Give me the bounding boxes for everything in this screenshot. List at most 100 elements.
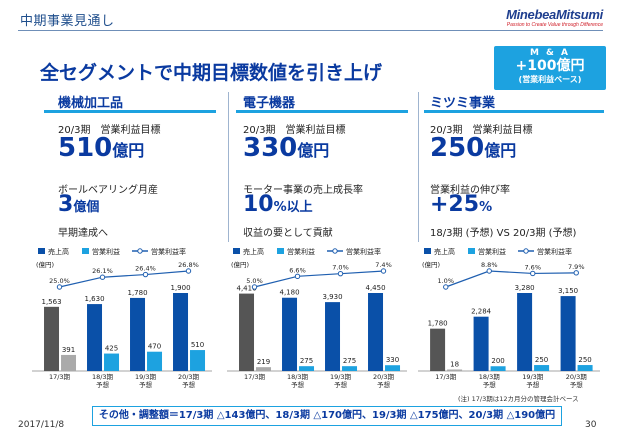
legend-marker-margin xyxy=(523,248,529,254)
segment-value-target: 250億円 xyxy=(430,133,517,163)
chart-unit-label: (億円) xyxy=(231,260,249,269)
ma-callout-value: +100億円 xyxy=(515,58,585,74)
bar-sales xyxy=(560,296,576,371)
legend-marker-margin xyxy=(332,248,338,254)
adjustment-note: その他・調整額＝17/3期 △143億円、18/3期 △170億円、19/3期 … xyxy=(92,406,562,426)
data-label-sales: 1,780 xyxy=(127,289,147,297)
x-tick-label: 19/3期 xyxy=(522,373,544,381)
margin-line xyxy=(254,270,384,288)
bar-profit xyxy=(385,365,401,371)
data-label-sales: 1,780 xyxy=(428,320,448,328)
legend-label: 売上高 xyxy=(243,247,264,256)
data-label-margin: 6.6% xyxy=(289,266,306,274)
x-tick-label: 17/3期 xyxy=(435,373,457,381)
x-tick-label: 予想 xyxy=(96,380,110,389)
bar-sales xyxy=(430,328,446,371)
x-tick-label: 17/3期 xyxy=(49,373,71,381)
data-label-margin: 26.4% xyxy=(135,265,156,273)
margin-point xyxy=(380,268,387,274)
segment-value-kpi: 10%以上 xyxy=(243,192,313,217)
margin-point xyxy=(486,268,492,274)
data-label-margin: 5.0% xyxy=(246,277,263,285)
company-logo: MinebeaMitsumi Passion to Create Value t… xyxy=(506,7,603,28)
page-number: 30 xyxy=(585,420,597,430)
data-label-sales: 3,280 xyxy=(515,284,535,292)
segment-title-electronic: 電子機器 xyxy=(243,96,296,111)
data-label-sales: 1,900 xyxy=(170,284,190,292)
ma-callout-heading: M & A xyxy=(529,48,571,58)
data-label-profit: 275 xyxy=(300,357,313,365)
segment-label-kpi: モーター事業の売上成長率 xyxy=(243,185,363,196)
data-label-profit: 425 xyxy=(105,345,118,353)
data-label-profit: 219 xyxy=(257,358,270,366)
segment-value-target: 330億円 xyxy=(243,133,330,163)
bar-sales xyxy=(473,316,489,371)
segment-underline xyxy=(44,110,216,113)
bar-sales xyxy=(173,293,189,371)
bar-sales xyxy=(87,304,103,371)
legend-label: 営業利益率 xyxy=(346,247,381,256)
logo-wordmark: MinebeaMitsumi xyxy=(506,7,603,22)
legend-marker-margin xyxy=(137,248,143,254)
legend-label: 営業利益率 xyxy=(151,247,186,256)
x-tick-label: 予想 xyxy=(483,380,497,389)
margin-point xyxy=(294,273,301,280)
x-tick-label: 予想 xyxy=(182,380,196,389)
data-label-sales: 3,150 xyxy=(558,287,578,295)
data-label-profit: 200 xyxy=(491,357,504,365)
bar-profit xyxy=(342,366,358,371)
segment-label-target: 20/3期 営業利益目標 xyxy=(58,125,161,136)
x-tick-label: 18/3期 xyxy=(287,373,309,381)
chart-electronic: 売上高 営業利益 営業利益率 (億円) 4,416 219 17/3期 4,180 275 18/… xyxy=(223,243,411,391)
segment-note: 18/3期 (予想) VS 20/3期 (予想) xyxy=(430,228,577,239)
margin-point xyxy=(337,270,344,277)
margin-point xyxy=(530,270,536,277)
data-label-margin: 26.8% xyxy=(178,261,199,269)
x-tick-label: 予想 xyxy=(526,380,540,389)
ma-callout-box: M & A +100億円 (営業利益ベース) xyxy=(494,46,606,90)
bar-sales xyxy=(325,302,341,371)
bar-profit xyxy=(534,365,550,371)
data-label-margin: 7.4% xyxy=(375,261,392,269)
x-tick-label: 20/3期 xyxy=(566,373,588,381)
x-tick-label: 予想 xyxy=(377,380,391,389)
legend-label: 売上高 xyxy=(434,247,455,256)
bar-sales xyxy=(239,293,255,371)
data-label-profit: 510 xyxy=(191,341,204,349)
margin-point xyxy=(185,268,192,274)
data-label-sales: 1,563 xyxy=(41,298,61,306)
ma-callout-note: (営業利益ベース) xyxy=(518,75,582,84)
data-label-margin: 7.0% xyxy=(332,264,349,272)
segment-title-machined: 機械加工品 xyxy=(58,96,124,111)
data-label-sales: 1,630 xyxy=(84,295,104,303)
margin-point xyxy=(573,270,579,276)
bar-profit xyxy=(61,354,77,371)
legend-label: 営業利益 xyxy=(478,247,506,256)
chart-unit-label: (億円) xyxy=(422,260,440,269)
bar-sales xyxy=(282,297,298,371)
x-tick-label: 19/3期 xyxy=(135,373,157,381)
bar-sales xyxy=(368,293,384,371)
data-label-margin: 25.0% xyxy=(49,277,70,285)
x-tick-label: 18/3期 xyxy=(92,373,114,381)
x-tick-label: 20/3期 xyxy=(373,373,395,381)
x-tick-label: 18/3期 xyxy=(479,373,501,381)
x-tick-label: 予想 xyxy=(570,380,584,389)
bar-sales xyxy=(130,297,146,371)
bar-sales xyxy=(44,306,60,371)
legend-swatch-sales xyxy=(233,248,240,254)
data-label-profit: 250 xyxy=(578,356,591,364)
legend-swatch-profit xyxy=(468,248,475,254)
segment-note: 早期達成へ xyxy=(58,228,108,239)
segment-value-target: 510億円 xyxy=(58,133,145,163)
segment-divider xyxy=(228,92,229,242)
data-label-sales: 4,450 xyxy=(365,284,385,292)
data-label-profit: 391 xyxy=(62,346,75,354)
presentation-date: 2017/11/8 xyxy=(18,420,65,430)
margin-point xyxy=(142,271,149,278)
bar-profit xyxy=(577,365,593,371)
legend-label: 営業利益 xyxy=(287,247,315,256)
segment-label-kpi: 営業利益の伸び率 xyxy=(430,185,510,196)
legend-swatch-sales xyxy=(424,248,431,254)
logo-tagline: Passion to Create Value through Differen… xyxy=(506,22,603,28)
